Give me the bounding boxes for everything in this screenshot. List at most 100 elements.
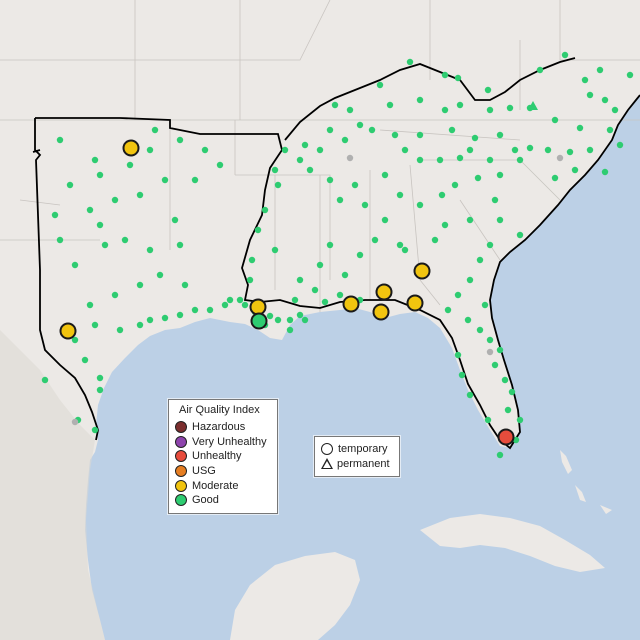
monitor-dot[interactable] <box>91 156 99 164</box>
monitor-dot[interactable] <box>341 136 349 144</box>
monitor-dot[interactable] <box>51 211 59 219</box>
monitor-dot[interactable] <box>454 74 462 82</box>
moderate-panhandle-marker[interactable] <box>406 294 424 312</box>
monitor-dot[interactable] <box>326 126 334 134</box>
monitor-dot[interactable] <box>526 144 534 152</box>
monitor-dot[interactable] <box>456 154 464 162</box>
monitor-dot[interactable] <box>86 206 94 214</box>
monitor-dot[interactable] <box>361 201 369 209</box>
monitor-dot[interactable] <box>454 291 462 299</box>
monitor-dot[interactable] <box>451 181 459 189</box>
monitor-dot[interactable] <box>416 96 424 104</box>
monitor-dot[interactable] <box>176 311 184 319</box>
monitor-dot[interactable] <box>458 371 466 379</box>
monitor-dot[interactable] <box>416 131 424 139</box>
monitor-dot[interactable] <box>481 301 489 309</box>
monitor-dot[interactable] <box>551 116 559 124</box>
monitor-dot[interactable] <box>466 216 474 224</box>
monitor-dot[interactable] <box>586 146 594 154</box>
good-louisiana-marker[interactable] <box>250 312 268 330</box>
monitor-dot[interactable] <box>176 136 184 144</box>
monitor-dot[interactable] <box>281 146 289 154</box>
monitor-dot[interactable] <box>236 296 244 304</box>
monitor-dot[interactable] <box>444 306 452 314</box>
monitor-dot[interactable] <box>56 236 64 244</box>
moderate-pensacola-north-marker[interactable] <box>375 283 393 301</box>
monitor-dot[interactable] <box>296 311 304 319</box>
monitor-dot[interactable] <box>86 301 94 309</box>
monitor-dot[interactable] <box>71 261 79 269</box>
monitor-dot[interactable] <box>486 156 494 164</box>
monitor-dot[interactable] <box>371 236 379 244</box>
monitor-dot[interactable] <box>216 161 224 169</box>
monitor-dot[interactable] <box>496 346 504 354</box>
monitor-dot[interactable] <box>341 271 349 279</box>
monitor-dot[interactable] <box>226 296 234 304</box>
monitor-dot[interactable] <box>96 386 104 394</box>
monitor-dot[interactable] <box>506 104 514 112</box>
monitor-dot[interactable] <box>316 261 324 269</box>
monitor-dot[interactable] <box>476 256 484 264</box>
monitor-dot[interactable] <box>571 166 579 174</box>
monitor-dot[interactable] <box>201 146 209 154</box>
monitor-dot[interactable] <box>146 316 154 324</box>
monitor-dot[interactable] <box>474 174 482 182</box>
monitor-dot[interactable] <box>551 174 559 182</box>
monitor-dot[interactable] <box>331 101 339 109</box>
monitor-dot[interactable] <box>181 281 189 289</box>
monitor-dot[interactable] <box>441 106 449 114</box>
monitor-dot[interactable] <box>516 416 524 424</box>
monitor-dot[interactable] <box>156 271 164 279</box>
moderate-west-texas-marker[interactable] <box>59 322 77 340</box>
monitor-dot[interactable] <box>111 196 119 204</box>
monitor-dot-no-data[interactable] <box>556 154 564 162</box>
monitor-dot[interactable] <box>41 376 49 384</box>
monitor-dot[interactable] <box>448 126 456 134</box>
monitor-dot[interactable] <box>496 451 504 459</box>
monitor-dot[interactable] <box>206 306 214 314</box>
monitor-dot[interactable] <box>326 176 334 184</box>
monitor-dot[interactable] <box>176 241 184 249</box>
monitor-dot[interactable] <box>486 241 494 249</box>
monitor-dot[interactable] <box>146 246 154 254</box>
monitor-dot[interactable] <box>441 71 449 79</box>
monitor-dot[interactable] <box>221 301 229 309</box>
monitor-dot[interactable] <box>586 91 594 99</box>
monitor-dot[interactable] <box>566 148 574 156</box>
monitor-dot[interactable] <box>136 321 144 329</box>
monitor-dot[interactable] <box>516 156 524 164</box>
monitor-dot[interactable] <box>254 226 262 234</box>
monitor-dot[interactable] <box>536 66 544 74</box>
monitor-dot[interactable] <box>504 406 512 414</box>
monitor-dot[interactable] <box>386 101 394 109</box>
monitor-dot-no-data[interactable] <box>346 154 354 162</box>
monitor-dot[interactable] <box>606 126 614 134</box>
monitor-dot[interactable] <box>301 141 309 149</box>
monitor-dot[interactable] <box>436 156 444 164</box>
monitor-dot[interactable] <box>484 416 492 424</box>
monitor-dot[interactable] <box>601 168 609 176</box>
monitor-dot-no-data[interactable] <box>486 348 494 356</box>
moderate-pensacola-marker[interactable] <box>372 303 390 321</box>
monitor-dot[interactable] <box>396 191 404 199</box>
monitor-dot[interactable] <box>161 176 169 184</box>
monitor-dot[interactable] <box>441 221 449 229</box>
monitor-dot[interactable] <box>351 181 359 189</box>
monitor-dot[interactable] <box>121 236 129 244</box>
monitor-dot[interactable] <box>96 374 104 382</box>
monitor-dot[interactable] <box>126 161 134 169</box>
monitor-dot[interactable] <box>416 156 424 164</box>
monitor-dot[interactable] <box>296 156 304 164</box>
monitor-dot[interactable] <box>306 166 314 174</box>
monitor-dot[interactable] <box>484 86 492 94</box>
monitor-dot[interactable] <box>391 131 399 139</box>
monitor-dot[interactable] <box>336 196 344 204</box>
monitor-dot[interactable] <box>356 121 364 129</box>
monitor-dot[interactable] <box>611 106 619 114</box>
monitor-dot[interactable] <box>71 336 79 344</box>
monitor-dot[interactable] <box>368 126 376 134</box>
monitor-dot[interactable] <box>516 231 524 239</box>
monitor-dot[interactable] <box>454 351 462 359</box>
monitor-dot[interactable] <box>496 131 504 139</box>
